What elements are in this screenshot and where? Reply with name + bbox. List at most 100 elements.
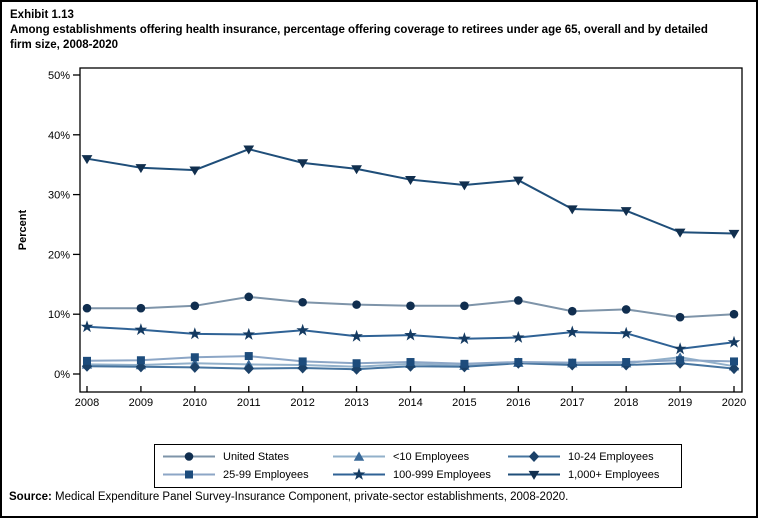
title-block: Exhibit 1.13 Among establishments offeri…	[10, 8, 722, 53]
triangle-down-marker	[405, 176, 416, 186]
star-marker	[727, 335, 741, 348]
x-tick-label: 2009	[129, 397, 153, 409]
circle-legend-swatch	[163, 452, 215, 461]
square-marker	[83, 356, 91, 365]
star-marker	[134, 323, 148, 336]
series-100-999-employees	[80, 320, 741, 355]
source-note: Source: Medical Expenditure Panel Survey…	[9, 491, 568, 503]
y-tick-label: 40%	[48, 130, 70, 142]
x-tick-label: 2012	[290, 397, 314, 409]
circle-marker	[567, 306, 577, 316]
circle-marker	[406, 301, 415, 311]
circle-marker	[675, 312, 685, 322]
square-marker	[622, 358, 631, 367]
triangle-up-marker	[353, 451, 365, 461]
x-tick-label: 2014	[398, 397, 422, 409]
square-legend-swatch	[163, 470, 215, 479]
square-marker	[514, 358, 523, 367]
triangle-down-marker	[674, 228, 686, 238]
square-marker	[136, 356, 145, 365]
y-tick-label: 0%	[54, 369, 70, 381]
series-25-99-employees	[83, 352, 739, 368]
series-line	[86, 148, 735, 235]
triangle-down-marker	[728, 229, 740, 239]
square-marker	[406, 358, 415, 367]
diamond-marker	[528, 451, 540, 462]
y-tick-label: 30%	[48, 190, 70, 202]
x-tick-label: 2016	[506, 397, 530, 409]
legend-label: 25-99 Employees	[223, 468, 309, 481]
triangle-down-marker	[297, 159, 309, 169]
triangle-down-marker	[189, 166, 201, 176]
circle-marker	[244, 292, 254, 302]
star-legend-swatch	[333, 467, 385, 480]
chart-legend: United States <10 Employees 10-24 Employee…	[154, 444, 682, 488]
diamond-legend-swatch	[508, 451, 560, 462]
triangle-down-marker	[620, 207, 632, 217]
square-marker	[730, 357, 739, 366]
circle-marker	[136, 303, 146, 313]
circle-marker	[184, 452, 194, 461]
y-axis-label: Percent	[17, 209, 29, 250]
x-tick-label: 2008	[75, 397, 99, 409]
x-tick-label: 2018	[614, 397, 638, 409]
series-1-000-employees	[81, 145, 740, 239]
triangle-down-marker	[512, 176, 524, 186]
star-marker	[80, 320, 94, 333]
triangle-down-marker	[528, 470, 540, 480]
triangle-down-marker	[81, 155, 93, 165]
legend-item--10-employees: <10 Employees	[333, 448, 508, 465]
legend-label: 10-24 Employees	[568, 450, 654, 463]
star-marker	[566, 325, 579, 338]
circle-marker	[621, 305, 631, 314]
square-marker	[298, 357, 307, 366]
x-tick-label: 2020	[722, 397, 746, 409]
circle-marker	[729, 309, 739, 319]
triangle-down-marker	[459, 181, 470, 191]
square-marker	[352, 359, 361, 368]
star-marker	[350, 329, 363, 342]
y-tick-label: 20%	[48, 249, 70, 261]
legend-item-100-999-employees: 100-999 Employees	[333, 466, 508, 483]
diamond-marker	[728, 363, 740, 375]
star-marker	[188, 327, 202, 340]
circle-marker	[298, 297, 307, 307]
legend-label: 100-999 Employees	[393, 468, 491, 481]
legend-item-25-99-employees: 25-99 Employees	[163, 466, 333, 483]
circle-marker	[190, 301, 200, 311]
legend-label: United States	[223, 450, 290, 463]
circle-marker	[352, 300, 361, 309]
exhibit-number: Exhibit 1.13	[10, 9, 74, 21]
star-marker	[512, 330, 525, 343]
circle-marker	[82, 303, 92, 313]
plot-frame	[79, 67, 743, 393]
x-tick-label: 2011	[237, 397, 261, 409]
square-marker	[568, 358, 577, 367]
triangle-up-legend-swatch	[333, 451, 385, 461]
square-marker	[244, 352, 253, 361]
star-marker	[296, 323, 309, 336]
triangle-down-marker	[351, 165, 362, 175]
source-label: Source:	[9, 491, 52, 503]
triangle-down-marker	[566, 205, 578, 215]
star-marker	[619, 326, 633, 339]
chart-title: Among establishments offering health ins…	[10, 24, 708, 51]
triangle-down-marker	[135, 164, 147, 174]
series-united-states	[82, 292, 739, 322]
star-marker	[404, 328, 417, 341]
line-chart: 0% 10% 20% 30% 40% 50% 2008 2009 2010 2011 2012 201…	[17, 67, 746, 409]
x-tick-label: 2013	[344, 397, 368, 409]
star-marker	[352, 467, 366, 480]
source-text: Medical Expenditure Panel Survey-Insuran…	[51, 491, 569, 503]
square-marker	[676, 356, 685, 365]
circle-marker	[460, 301, 469, 311]
star-marker	[673, 342, 687, 355]
x-tick-label: 2015	[452, 397, 476, 409]
star-marker	[458, 332, 471, 345]
square-marker	[190, 353, 199, 362]
diamond-marker	[243, 363, 254, 375]
x-tick-label: 2010	[183, 397, 207, 409]
diamond-marker	[189, 361, 201, 373]
x-tick-label: 2017	[560, 397, 584, 409]
